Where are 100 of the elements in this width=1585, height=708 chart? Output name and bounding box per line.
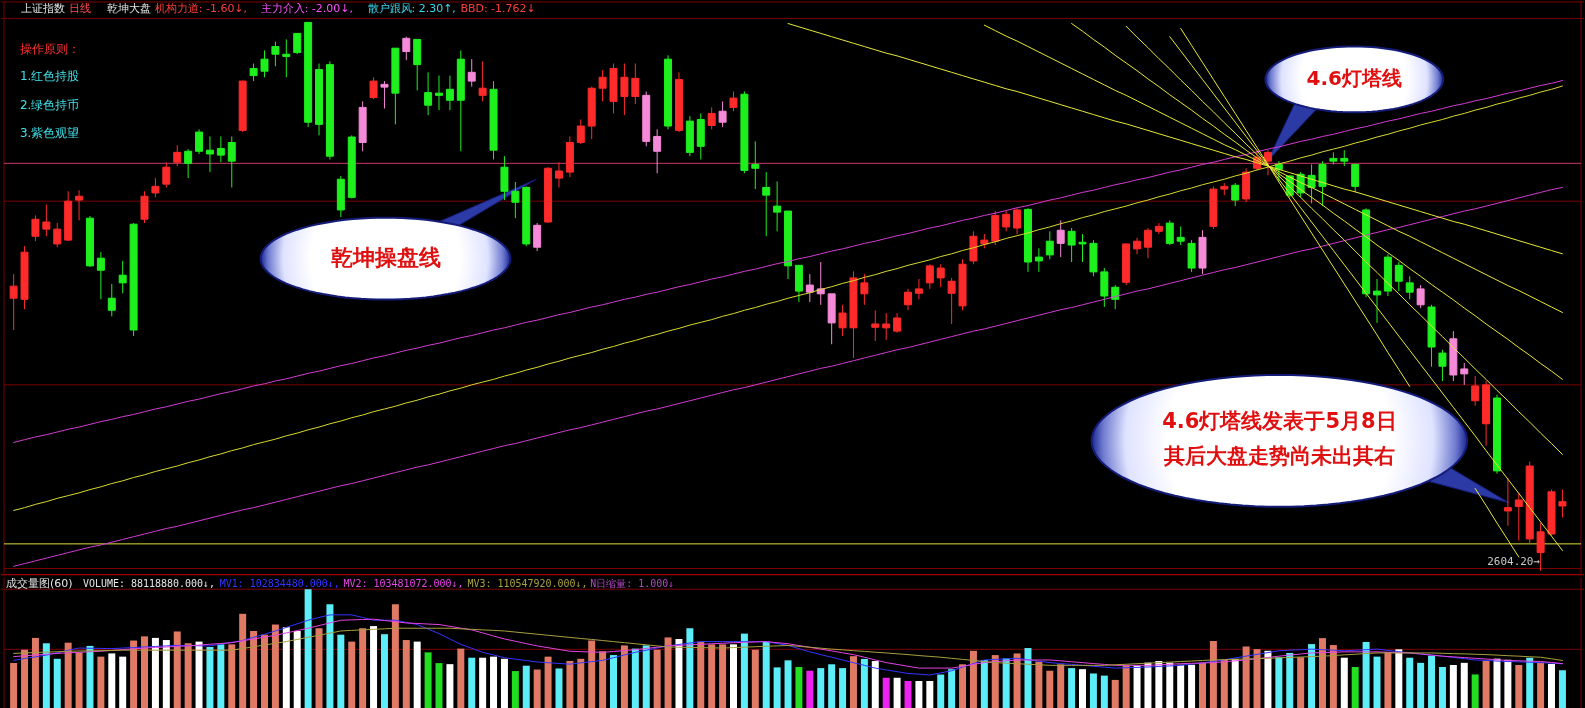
candlestick	[620, 63, 629, 116]
chart-subtitle: 日线	[68, 2, 91, 16]
bar	[1002, 658, 1010, 708]
candlestick	[773, 180, 782, 232]
candlestick	[947, 277, 956, 325]
candlestick	[107, 283, 116, 317]
candlestick	[271, 41, 280, 67]
bar	[959, 664, 967, 708]
bar	[762, 641, 770, 708]
candlestick	[53, 222, 62, 248]
bar	[370, 626, 378, 708]
candlestick	[805, 273, 814, 303]
candlestick	[118, 260, 127, 294]
candlestick	[195, 128, 204, 155]
bar	[839, 668, 847, 708]
annotation: 2.绿色持币	[19, 98, 80, 113]
bar	[1035, 661, 1043, 708]
candlestick	[1154, 222, 1163, 235]
candlestick	[860, 273, 869, 306]
bar	[479, 657, 487, 708]
bar	[391, 604, 399, 708]
bar	[250, 630, 258, 708]
bar	[860, 658, 868, 708]
bar	[457, 648, 465, 708]
candlestick	[838, 304, 847, 337]
candlestick	[467, 58, 476, 88]
bar	[1428, 655, 1436, 708]
bar	[86, 645, 94, 708]
candlestick	[31, 214, 40, 242]
bar	[828, 664, 836, 708]
candlestick	[96, 251, 105, 300]
bar	[1231, 658, 1239, 708]
candlestick	[42, 203, 51, 237]
bar	[64, 642, 72, 708]
candlestick	[1165, 219, 1174, 246]
candlestick	[227, 135, 236, 188]
text: VOLUME: 88118880.000↓,	[82, 577, 215, 589]
bar	[599, 651, 607, 708]
candlestick	[293, 32, 302, 55]
chart-title: 成交量图(60)	[5, 576, 73, 590]
bar	[304, 589, 312, 708]
bar	[719, 644, 727, 708]
candlestick	[882, 312, 891, 341]
bar	[10, 663, 18, 708]
bar	[1286, 652, 1294, 708]
bar	[991, 655, 999, 708]
bar	[21, 649, 29, 708]
bar	[217, 644, 225, 708]
bar	[555, 668, 563, 708]
candlestick	[151, 177, 160, 198]
candlestick	[1034, 247, 1043, 273]
bar	[1308, 644, 1316, 708]
bar	[1155, 661, 1163, 708]
candlestick	[1394, 261, 1403, 292]
candlestick	[1002, 210, 1011, 232]
bar	[293, 630, 301, 708]
bar	[42, 643, 50, 708]
bar	[151, 637, 159, 708]
bar	[631, 648, 639, 708]
bar	[1548, 663, 1556, 708]
bar	[402, 640, 410, 708]
bar	[948, 669, 956, 708]
bar	[337, 634, 345, 708]
bar	[1384, 652, 1392, 708]
bar	[1166, 662, 1174, 708]
text: MV3: 110547920.000↓,	[467, 577, 588, 589]
bar	[642, 645, 650, 708]
bar	[620, 645, 628, 708]
text: MV2: 103481072.000↓,	[343, 577, 464, 589]
text: 机构力道: -1.60↓,	[154, 2, 248, 16]
bar	[1417, 662, 1425, 708]
candlestick	[282, 38, 291, 78]
bar	[740, 633, 748, 708]
bar	[686, 628, 694, 708]
bar	[1057, 664, 1065, 708]
text: MV1: 102834480.000↓,	[219, 577, 340, 589]
bar	[1111, 679, 1119, 708]
candlestick	[598, 69, 607, 102]
bar	[446, 664, 454, 708]
candlestick	[1514, 492, 1523, 542]
bar	[751, 649, 759, 708]
candlestick	[729, 91, 738, 112]
candlestick	[1558, 489, 1567, 519]
bar	[1406, 657, 1414, 708]
candlestick	[576, 118, 585, 145]
candlestick	[533, 222, 542, 252]
candlestick	[1078, 233, 1087, 263]
bar	[326, 604, 334, 708]
bar	[1482, 660, 1490, 708]
bar	[937, 674, 945, 708]
bar	[1264, 650, 1272, 708]
bar	[130, 640, 138, 708]
bar	[849, 656, 857, 708]
candlestick	[914, 278, 923, 300]
bar	[239, 613, 247, 708]
bar	[1068, 668, 1076, 708]
bar	[1351, 667, 1359, 708]
candlestick	[1143, 227, 1152, 259]
bar	[468, 657, 476, 708]
bar	[271, 624, 279, 708]
